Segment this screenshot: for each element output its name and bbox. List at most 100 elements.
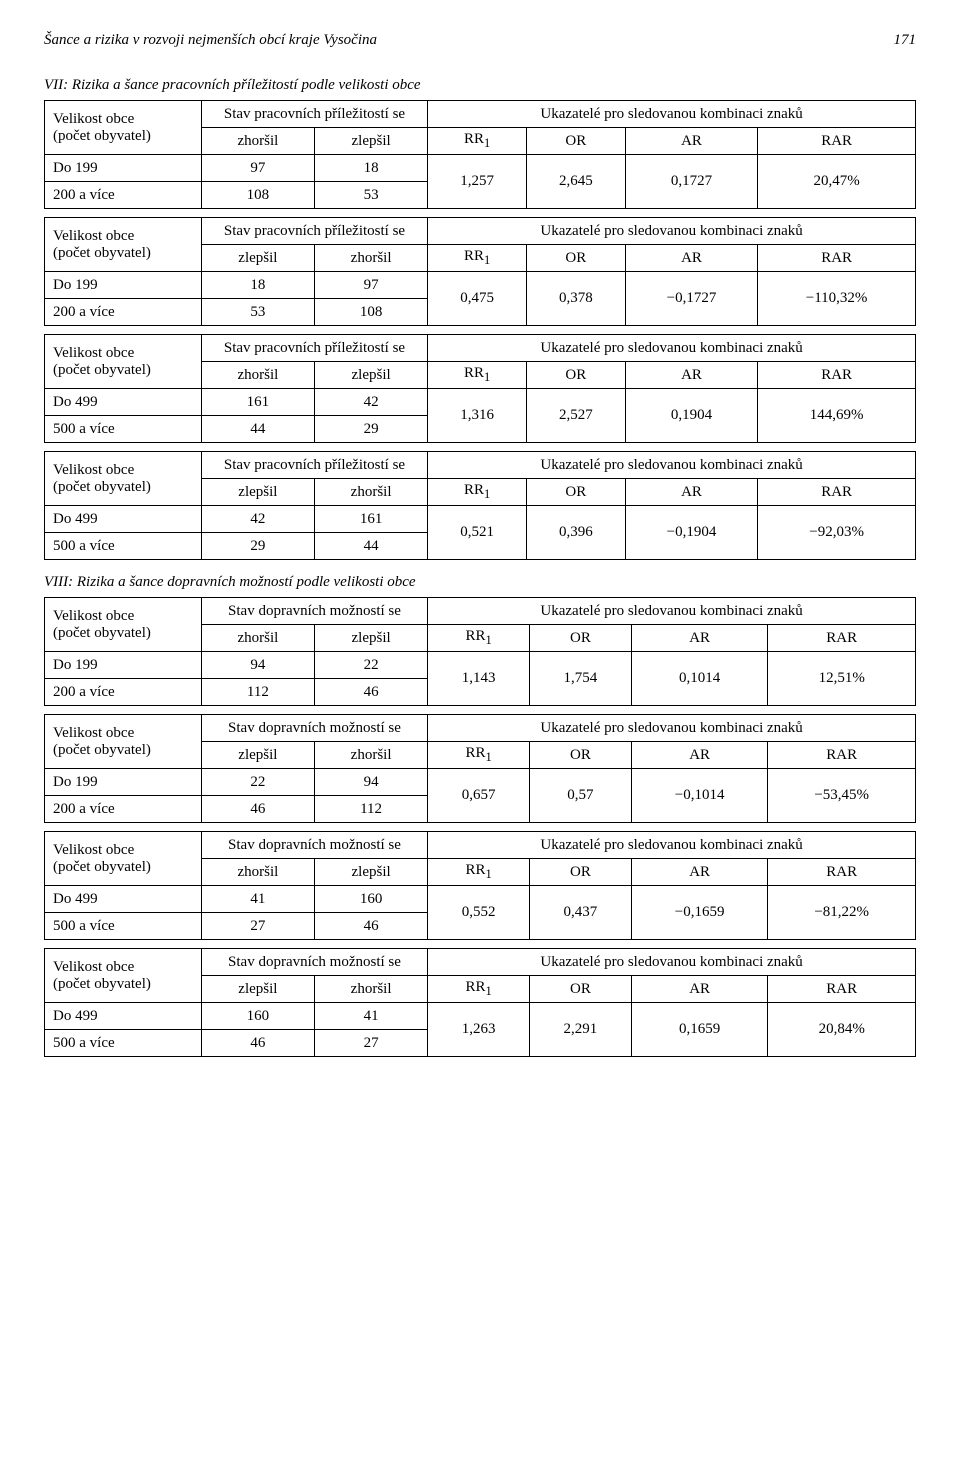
cell: 0,57 — [530, 769, 632, 823]
cell: 53 — [201, 299, 314, 326]
ukazatele-header: Ukazatelé pro sledovanou kombinaci znaků — [428, 218, 916, 245]
table-row: 200 a více — [45, 679, 202, 706]
col-rar: RAR — [758, 362, 916, 389]
cell: 22 — [314, 652, 427, 679]
table-row: 500 a více — [45, 533, 202, 560]
cell: 1,257 — [428, 155, 527, 209]
cell: −53,45% — [768, 769, 916, 823]
table-row: 500 a více — [45, 1030, 202, 1057]
cell: 97 — [314, 272, 427, 299]
col-rar: RAR — [768, 625, 916, 652]
cell: −0,1904 — [625, 506, 758, 560]
col-rar: RAR — [758, 128, 916, 155]
cell: 18 — [314, 155, 427, 182]
pocet-label: (počet obyvatel) — [53, 362, 151, 378]
cell: 2,527 — [526, 389, 625, 443]
stav-header: Stav pracovních příležitostí se — [201, 101, 427, 128]
velikost-label: Velikost obce — [53, 608, 134, 624]
pocet-label: (počet obyvatel) — [53, 128, 151, 144]
page-header: Šance a rizika v rozvoji nejmenších obcí… — [44, 32, 916, 49]
col-zhorsil: zhoršil — [314, 976, 427, 1003]
pocet-label: (počet obyvatel) — [53, 625, 151, 641]
table-7: Velikost obce (počet obyvatel) Stav prac… — [44, 100, 916, 560]
stav-header: Stav pracovních příležitostí se — [201, 335, 427, 362]
col-zlepsil: zlepšil — [314, 625, 427, 652]
col-ar: AR — [625, 245, 758, 272]
col-zhorsil: zhoršil — [201, 625, 314, 652]
table-row: 200 a více — [45, 796, 202, 823]
col-zlepsil: zlepšil — [201, 479, 314, 506]
cell: 160 — [314, 886, 427, 913]
stav-header: Stav dopravních možností se — [201, 832, 427, 859]
ukazatele-header: Ukazatelé pro sledovanou kombinaci znaků — [428, 598, 916, 625]
section-title-1: VII: Rizika a šance pracovních příležito… — [44, 77, 916, 94]
col-zhorsil: zhoršil — [201, 362, 314, 389]
col-or: OR — [530, 859, 632, 886]
stav-header: Stav dopravních možností se — [201, 949, 427, 976]
cell: −81,22% — [768, 886, 916, 940]
cell: −0,1014 — [631, 769, 768, 823]
table-row: Do 199 — [45, 272, 202, 299]
table-row: Do 199 — [45, 769, 202, 796]
ukazatele-header: Ukazatelé pro sledovanou kombinaci znaků — [428, 452, 916, 479]
col-rr1: RR1 — [428, 362, 527, 389]
cell: 108 — [201, 182, 314, 209]
cell: 46 — [314, 679, 427, 706]
table-row: 200 a více — [45, 299, 202, 326]
col-zlepsil: zlepšil — [201, 742, 314, 769]
col-rar: RAR — [768, 742, 916, 769]
cell: 160 — [201, 1003, 314, 1030]
velikost-label: Velikost obce — [53, 111, 134, 127]
cell: 46 — [201, 1030, 314, 1057]
cell: 20,84% — [768, 1003, 916, 1057]
col-ar: AR — [631, 625, 768, 652]
cell: 112 — [201, 679, 314, 706]
col-zlepsil: zlepšil — [201, 245, 314, 272]
cell: 0,475 — [428, 272, 527, 326]
table-row: Do 499 — [45, 1003, 202, 1030]
cell: 0,552 — [428, 886, 530, 940]
cell: 1,263 — [428, 1003, 530, 1057]
cell: 46 — [314, 913, 427, 940]
cell: 2,645 — [526, 155, 625, 209]
cell: −0,1727 — [625, 272, 758, 326]
table-row: 500 a více — [45, 416, 202, 443]
cell: 29 — [201, 533, 314, 560]
col-zlepsil: zlepšil — [314, 128, 427, 155]
col-rar: RAR — [758, 479, 916, 506]
pocet-label: (počet obyvatel) — [53, 976, 151, 992]
cell: 41 — [201, 886, 314, 913]
pocet-label: (počet obyvatel) — [53, 742, 151, 758]
ukazatele-header: Ukazatelé pro sledovanou kombinaci znaků — [428, 101, 916, 128]
cell: 44 — [314, 533, 427, 560]
cell: 0,657 — [428, 769, 530, 823]
col-or: OR — [526, 362, 625, 389]
col-rr1: RR1 — [428, 245, 527, 272]
cell: 22 — [201, 769, 314, 796]
velikost-label: Velikost obce — [53, 462, 134, 478]
ukazatele-header: Ukazatelé pro sledovanou kombinaci znaků — [428, 335, 916, 362]
col-zlepsil: zlepšil — [314, 362, 427, 389]
col-rar: RAR — [768, 976, 916, 1003]
ukazatele-header: Ukazatelé pro sledovanou kombinaci znaků — [428, 949, 916, 976]
table-row: Do 499 — [45, 506, 202, 533]
cell: 97 — [201, 155, 314, 182]
cell: 53 — [314, 182, 427, 209]
col-rr1: RR1 — [428, 625, 530, 652]
cell: 0,521 — [428, 506, 527, 560]
cell: 29 — [314, 416, 427, 443]
cell: 2,291 — [530, 1003, 632, 1057]
header-title: Šance a rizika v rozvoji nejmenších obcí… — [44, 32, 377, 49]
cell: 44 — [201, 416, 314, 443]
cell: 0,437 — [530, 886, 632, 940]
cell: 18 — [201, 272, 314, 299]
col-ar: AR — [631, 859, 768, 886]
cell: −92,03% — [758, 506, 916, 560]
pocet-label: (počet obyvatel) — [53, 479, 151, 495]
col-or: OR — [526, 128, 625, 155]
cell: 0,1659 — [631, 1003, 768, 1057]
col-zhorsil: zhoršil — [201, 859, 314, 886]
table-row: Do 499 — [45, 886, 202, 913]
stav-header: Stav dopravních možností se — [201, 598, 427, 625]
col-or: OR — [530, 625, 632, 652]
